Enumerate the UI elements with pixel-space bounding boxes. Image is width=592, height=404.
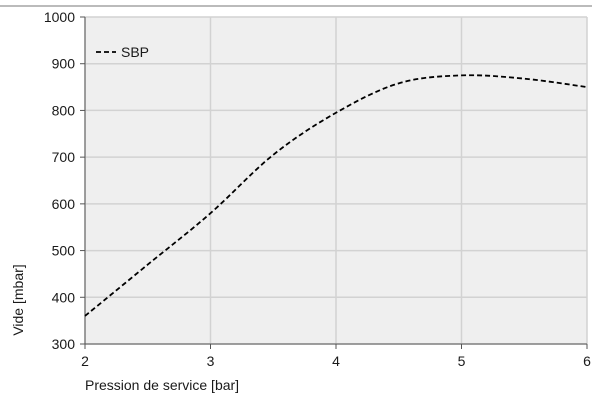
y-tick-label-500: 500 [52,243,76,259]
y-axis-title: Vide [mbar] [10,264,26,335]
y-tick-label-900: 900 [52,56,76,72]
x-axis-title: Pression de service [bar] [85,377,239,393]
series-layer [84,74,588,317]
y-tick-label-800: 800 [52,102,76,118]
legend-label-sbp: SBP [121,44,149,60]
grid [84,16,588,345]
y-tick-label-600: 600 [52,196,76,212]
y-tick-label-700: 700 [52,149,76,165]
tick-labels: 300 400 500 600 700 800 900 1000 2 3 4 5 6 [44,9,591,369]
y-tick-label-300: 300 [52,336,76,352]
x-tick-label-2: 2 [81,353,89,369]
legend: SBP [96,44,149,60]
y-tick-label-1000: 1000 [44,9,75,25]
axes [80,16,588,349]
y-tick-label-400: 400 [52,289,76,305]
x-tick-label-5: 5 [458,353,466,369]
series-line-sbp [84,74,588,317]
x-tick-label-6: 6 [583,353,591,369]
x-tick-label-4: 4 [332,353,340,369]
x-tick-label-3: 3 [207,353,215,369]
